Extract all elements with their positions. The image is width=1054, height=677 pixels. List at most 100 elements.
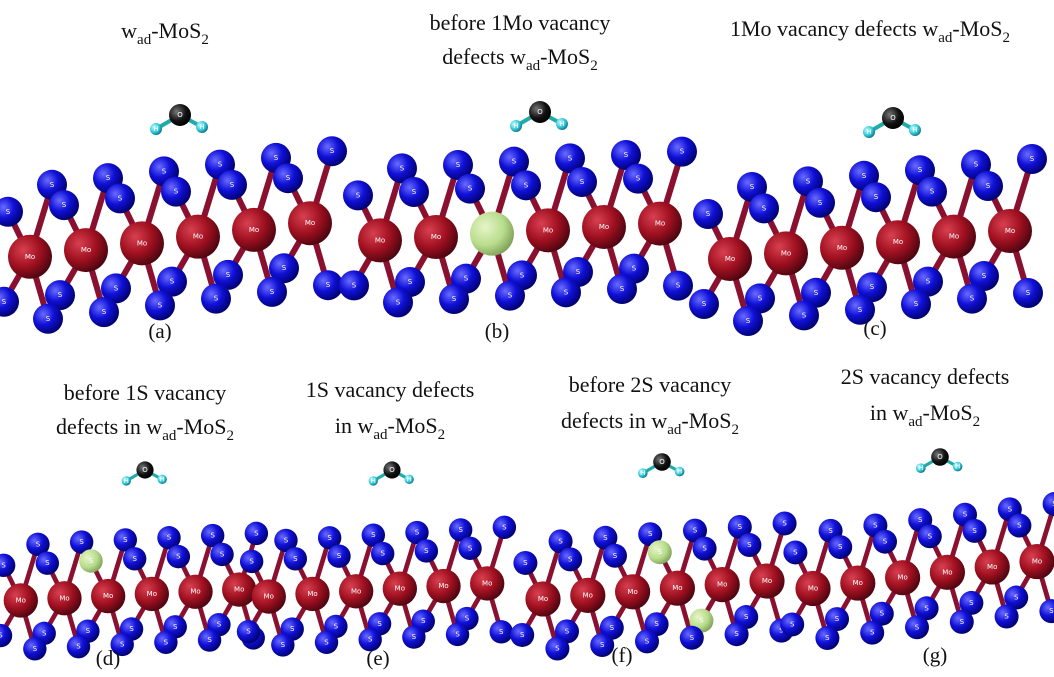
atom-label: S	[1004, 613, 1009, 621]
atom-label: S	[412, 633, 417, 641]
panel: before 2S vacancydefects in wad-MoS2HHOS…	[510, 372, 796, 667]
atom-label: Mo	[264, 593, 274, 601]
atom-label: S	[986, 182, 991, 190]
atom-label: S	[46, 315, 51, 323]
panel-label: (c)	[863, 316, 886, 340]
atom-label: S	[524, 181, 529, 189]
atom-label: S	[508, 292, 513, 300]
atom-label: S	[102, 308, 107, 316]
atom-label: S	[1017, 522, 1022, 530]
atom-label: Mo	[351, 587, 361, 595]
atom-label: S	[744, 613, 749, 621]
title-text: w	[121, 18, 137, 43]
water-molecule: HHO	[863, 107, 921, 138]
atom-label: S	[555, 645, 560, 653]
atom-label: S	[658, 548, 663, 556]
title-text: -MoS	[388, 413, 438, 438]
atom-label: S	[818, 199, 823, 207]
atom-label: S	[734, 630, 739, 638]
atom-label: S	[1030, 155, 1035, 163]
atom-label: Mo	[949, 233, 959, 241]
subscript: ad	[908, 414, 923, 430]
atom-label: S	[793, 548, 798, 556]
title-text: before 2S vacancy	[569, 372, 731, 397]
atom-label: S	[1049, 607, 1054, 615]
atom-label: O	[890, 114, 896, 122]
title-text: defects in w	[56, 414, 162, 439]
atom	[0, 197, 23, 227]
subscript: 2	[227, 428, 235, 444]
atom-label: Mo	[16, 596, 26, 604]
atom-label: S	[828, 527, 833, 535]
subscript: ad	[526, 58, 541, 74]
atom-label: Mo	[234, 586, 244, 594]
atom-label: Mo	[193, 233, 203, 241]
atom-label: S	[963, 511, 968, 519]
atom-label: H	[677, 468, 682, 476]
atom-label: S	[873, 521, 878, 529]
atom-label: S	[568, 555, 573, 563]
atom-label: Mo	[837, 244, 847, 252]
atom-label: Mo	[543, 226, 553, 234]
atom-label: S	[421, 617, 426, 625]
atom-label: S	[114, 284, 119, 292]
atom-label: Mo	[853, 579, 863, 587]
atom-label: Mo	[249, 226, 259, 234]
atom-label: Mo	[305, 219, 315, 227]
atom-label: S	[132, 555, 137, 563]
panel-label: (f)	[612, 643, 633, 667]
title-text: defects w	[442, 44, 526, 69]
subscript: ad	[667, 422, 682, 438]
atom-label: Mo	[583, 591, 593, 599]
title-text: defects in w	[561, 408, 667, 433]
atom-label: S	[702, 300, 707, 308]
atom-label: Mo	[897, 574, 907, 582]
atom-label: S	[164, 638, 169, 646]
atom-label: Mo	[190, 588, 200, 596]
atom-label: S	[502, 523, 507, 531]
atom-label: Mo	[103, 592, 113, 600]
atom-label: S	[758, 294, 763, 302]
atom-label: S	[960, 618, 965, 626]
atom-label: S	[915, 623, 920, 631]
atom-label: S	[324, 638, 329, 646]
atom-label: S	[468, 185, 473, 193]
water-molecule: HHO	[122, 461, 167, 485]
panel-label: (g)	[923, 643, 948, 667]
atom-label: S	[600, 641, 605, 649]
atom-label: S	[706, 210, 711, 218]
atom-label: Mo	[482, 579, 492, 587]
atom-label: S	[214, 295, 219, 303]
atom-label: S	[230, 181, 235, 189]
subscript: 2	[973, 414, 981, 430]
atom-label: S	[838, 543, 843, 551]
atom-label: S	[624, 151, 629, 159]
title-text: -MoS	[540, 44, 590, 69]
atom-label: S	[874, 193, 879, 201]
atom-label: S	[167, 534, 172, 542]
title-text: before 1Mo vacancy	[430, 10, 611, 35]
atom-label: S	[738, 523, 743, 531]
panel-title: 1S vacancy defects	[306, 377, 475, 402]
atom-label: S	[680, 148, 685, 156]
atom-label: S	[415, 529, 420, 537]
atom-label: S	[580, 178, 585, 186]
subscript: 2	[438, 427, 446, 443]
atom-label: Mo	[893, 238, 903, 246]
atom-label: Mo	[672, 584, 682, 592]
atom-label: S	[499, 628, 504, 636]
atom-label: S	[699, 617, 704, 625]
atom-label: S	[802, 311, 807, 319]
atom-label: S	[33, 645, 38, 653]
panel-label: (e)	[366, 646, 389, 670]
atom-label: Mo	[1032, 558, 1042, 566]
atom-label: S	[790, 620, 795, 628]
atom-label: S	[1008, 505, 1013, 513]
panel-label: (d)	[96, 646, 121, 670]
atom-label: S	[424, 547, 429, 555]
title-text: 1Mo vacancy defects w	[730, 16, 938, 41]
atom-label: S	[610, 624, 615, 632]
atom-label: S	[676, 282, 681, 290]
